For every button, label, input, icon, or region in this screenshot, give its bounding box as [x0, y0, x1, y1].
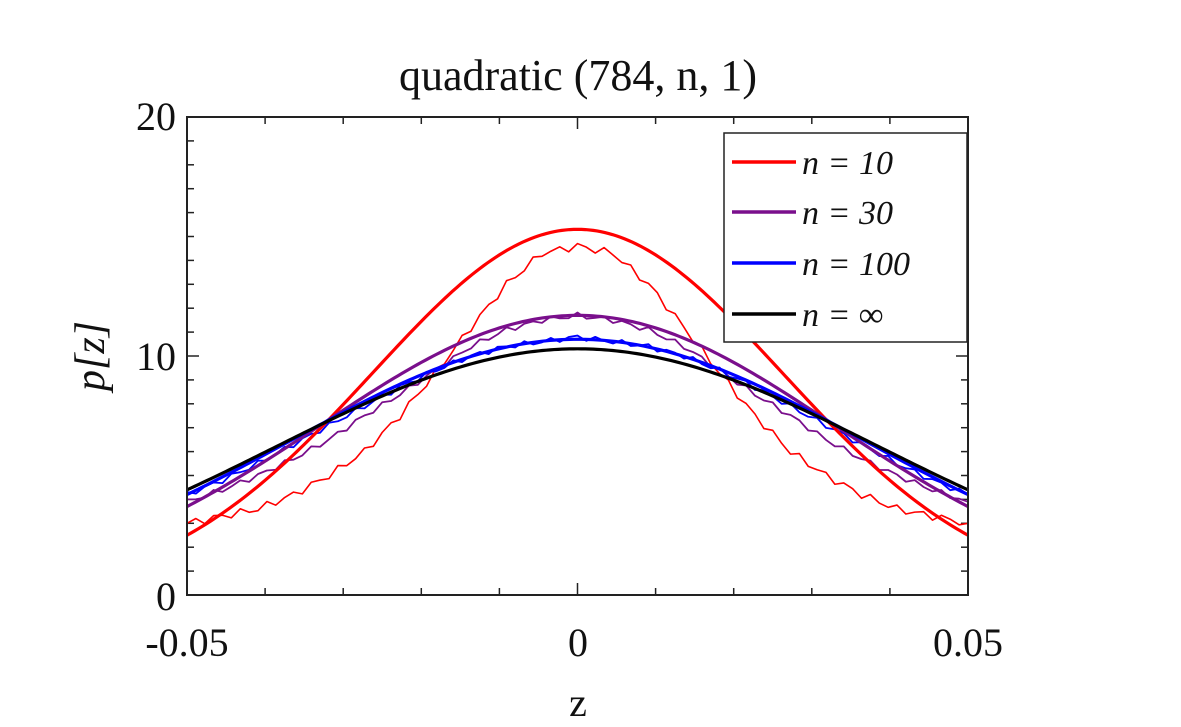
x-axis-label: z [569, 680, 587, 725]
y-tick-label-0: 0 [156, 574, 176, 619]
legend: n = 10 n = 30 n = 100 n = ∞ [723, 132, 968, 343]
x-tick-label-0.05: 0.05 [933, 620, 1003, 665]
series-line-n10 [186, 227, 969, 537]
series-line-ninf [186, 347, 969, 492]
empirical-line-n30 [186, 311, 969, 503]
y-tick-label-10: 10 [136, 334, 176, 379]
chart-title: quadratic (784, n, 1) [399, 51, 757, 100]
legend-box [723, 132, 968, 343]
plot-frame [186, 116, 969, 596]
empirical-line-n10 [186, 242, 969, 526]
legend-label-n30: n = 30 [802, 195, 893, 232]
legend-label-ninf: n = ∞ [802, 297, 883, 334]
x-tick-label-neg-0.05: -0.05 [145, 620, 228, 665]
series-lines [186, 227, 969, 537]
legend-label-n100: n = 100 [802, 246, 910, 283]
legend-label-n10: n = 10 [802, 145, 893, 182]
y-tick-label-20: 20 [136, 94, 176, 139]
y-axis-label: p[z] [68, 321, 114, 394]
x-tick-label-0: 0 [568, 620, 588, 665]
